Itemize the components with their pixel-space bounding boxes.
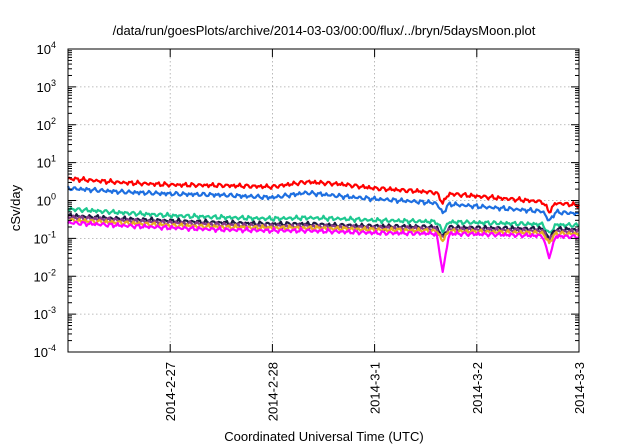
x-tick-label: 2014-3-2 bbox=[470, 362, 485, 414]
x-tick-label: 2014-2-28 bbox=[265, 362, 280, 421]
x-axis-label: Coordinated Universal Time (UTC) bbox=[224, 429, 423, 444]
y-tick-label-exponent: 0 bbox=[51, 192, 56, 202]
y-tick-label: 10-2 bbox=[34, 267, 56, 284]
series-line bbox=[67, 206, 580, 234]
y-tick-label-base: 10 bbox=[37, 118, 51, 133]
y-tick-label-exponent: -4 bbox=[48, 343, 56, 353]
x-tick-label: 2014-2-27 bbox=[163, 362, 178, 421]
y-tick-label-base: 10 bbox=[37, 80, 51, 95]
series-line bbox=[67, 185, 580, 222]
y-tick-label-base: 10 bbox=[37, 156, 51, 171]
y-tick-label: 104 bbox=[37, 40, 56, 57]
y-tick-label-exponent: -3 bbox=[48, 305, 56, 315]
y-tick-label-exponent: 2 bbox=[51, 116, 56, 126]
y-tick-label-base: 10 bbox=[37, 42, 51, 57]
y-tick-label: 102 bbox=[37, 116, 56, 133]
chart-title: /data/run/goesPlots/archive/2014-03-03/0… bbox=[113, 23, 536, 38]
y-tick-label: 10-4 bbox=[34, 343, 56, 360]
y-tick-label-base: 10 bbox=[34, 345, 48, 360]
y-tick-label: 101 bbox=[37, 154, 56, 171]
y-tick-label-exponent: 3 bbox=[51, 78, 56, 88]
y-tick-label-base: 10 bbox=[37, 194, 51, 209]
y-tick-label-base: 10 bbox=[34, 269, 48, 284]
x-tick-label: 2014-3-1 bbox=[368, 362, 383, 414]
x-tick-label: 2014-3-3 bbox=[572, 362, 587, 414]
series-line bbox=[67, 176, 580, 214]
y-tick-label: 10-3 bbox=[34, 305, 56, 322]
series-line bbox=[67, 220, 580, 273]
x-axis: 2014-2-27 2014-2-28 2014-3-1 2014-3-2 2014-3… bbox=[163, 49, 587, 421]
y-tick-label-exponent: 1 bbox=[51, 154, 56, 164]
y-tick-label-base: 10 bbox=[34, 307, 48, 322]
y-tick-label-exponent: -1 bbox=[48, 229, 56, 239]
y-tick-label: 103 bbox=[37, 78, 56, 95]
series-line bbox=[67, 217, 580, 245]
y-tick-label-base: 10 bbox=[34, 231, 48, 246]
y-tick-label-exponent: 4 bbox=[51, 40, 56, 50]
y-tick-label-exponent: -2 bbox=[48, 267, 56, 277]
grid bbox=[68, 49, 579, 352]
y-axis-label: cSv/day bbox=[8, 184, 23, 231]
series-layer bbox=[67, 176, 580, 273]
y-tick-label: 10-1 bbox=[34, 229, 56, 246]
y-tick-label: 100 bbox=[37, 192, 56, 209]
